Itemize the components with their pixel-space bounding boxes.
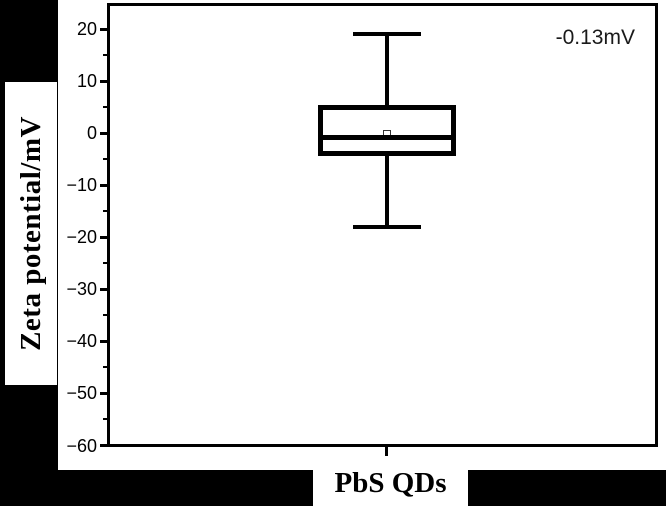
y-minor-tick <box>103 210 108 213</box>
lower-whisker-cap <box>353 224 421 229</box>
y-major-tick <box>100 131 108 135</box>
y-major-tick <box>100 183 108 187</box>
y-tick-label: −60 <box>66 435 97 456</box>
y-tick-label: 20 <box>76 19 97 40</box>
upper-whisker-line <box>385 34 389 106</box>
y-axis-label-box: Zeta potential/mV <box>5 82 57 385</box>
x-axis-label-box: PbS QDs <box>313 460 468 506</box>
y-tick-label: −20 <box>66 227 97 248</box>
y-tick-label: 10 <box>76 71 97 92</box>
y-tick-label: −30 <box>66 279 97 300</box>
y-major-tick <box>100 79 108 83</box>
x-axis-label: PbS QDs <box>334 466 447 499</box>
y-minor-tick <box>103 106 108 109</box>
y-tick-label: −10 <box>66 175 97 196</box>
mean-annotation: -0.13mV <box>555 26 635 49</box>
y-minor-tick <box>103 314 108 317</box>
y-major-tick <box>100 391 108 395</box>
y-minor-tick <box>103 158 108 161</box>
plot-frame <box>107 3 658 447</box>
y-minor-tick <box>103 366 108 369</box>
y-minor-tick <box>103 418 108 421</box>
y-axis-label: Zeta potential/mV <box>14 116 47 351</box>
plot-background <box>58 0 666 470</box>
y-major-tick <box>100 339 108 343</box>
lower-whisker-line <box>385 154 389 227</box>
x-axis-tick <box>385 447 388 456</box>
y-major-tick <box>100 287 108 291</box>
y-major-tick <box>100 27 108 31</box>
y-tick-label: 0 <box>86 123 97 144</box>
median-line <box>323 134 451 140</box>
y-tick-label: −50 <box>66 383 97 404</box>
y-minor-tick <box>103 54 108 57</box>
y-major-tick <box>100 444 108 447</box>
y-minor-tick <box>103 262 108 265</box>
y-major-tick <box>100 235 108 239</box>
y-tick-label: −40 <box>66 331 97 352</box>
